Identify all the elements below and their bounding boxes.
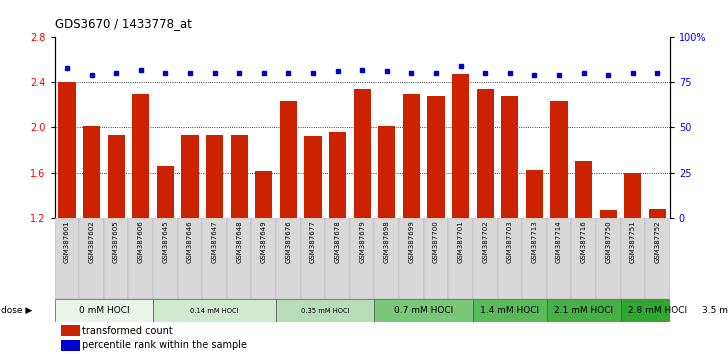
- Bar: [547, 218, 571, 299]
- Text: GSM387702: GSM387702: [482, 220, 488, 263]
- Bar: [181, 135, 199, 218]
- Text: GSM387647: GSM387647: [212, 220, 218, 263]
- Text: GSM387752: GSM387752: [654, 220, 660, 263]
- Bar: [301, 218, 325, 299]
- Bar: [304, 137, 322, 218]
- Bar: [202, 218, 227, 299]
- Text: 2.8 mM HOCl: 2.8 mM HOCl: [628, 306, 687, 315]
- Bar: [448, 218, 473, 299]
- Bar: [473, 299, 547, 322]
- Text: GSM387750: GSM387750: [605, 220, 612, 263]
- Bar: [571, 218, 596, 299]
- Bar: [251, 218, 276, 299]
- Bar: [108, 135, 124, 218]
- Bar: [620, 218, 645, 299]
- Bar: [378, 126, 395, 218]
- Bar: [624, 173, 641, 218]
- Bar: [128, 218, 153, 299]
- Bar: [55, 218, 79, 299]
- Text: GSM387676: GSM387676: [285, 220, 291, 263]
- Bar: [350, 218, 374, 299]
- Bar: [374, 218, 399, 299]
- Text: 0 mM HOCl: 0 mM HOCl: [79, 306, 129, 315]
- Text: GSM387602: GSM387602: [89, 220, 95, 263]
- Text: GSM387605: GSM387605: [113, 220, 119, 263]
- Bar: [153, 299, 276, 322]
- Bar: [547, 299, 620, 322]
- Text: GSM387700: GSM387700: [433, 220, 439, 263]
- Bar: [157, 166, 174, 218]
- Bar: [695, 299, 728, 322]
- Bar: [526, 170, 543, 218]
- Bar: [600, 210, 617, 218]
- Text: 0.35 mM HOCl: 0.35 mM HOCl: [301, 308, 349, 314]
- Text: GSM387679: GSM387679: [359, 220, 365, 263]
- Text: GSM387646: GSM387646: [187, 220, 193, 263]
- Text: GSM387698: GSM387698: [384, 220, 389, 263]
- Bar: [276, 218, 301, 299]
- Text: GSM387645: GSM387645: [162, 220, 168, 263]
- Text: GSM387703: GSM387703: [507, 220, 513, 263]
- Text: GSM387701: GSM387701: [458, 220, 464, 263]
- Text: 3.5 mM HOCl: 3.5 mM HOCl: [702, 306, 728, 315]
- Text: transformed count: transformed count: [82, 326, 173, 336]
- Text: GSM387606: GSM387606: [138, 220, 143, 263]
- Text: 0.7 mM HOCl: 0.7 mM HOCl: [394, 306, 454, 315]
- Bar: [104, 218, 128, 299]
- Bar: [231, 135, 248, 218]
- Bar: [79, 218, 104, 299]
- Bar: [596, 218, 620, 299]
- Bar: [178, 218, 202, 299]
- Text: 2.1 mM HOCl: 2.1 mM HOCl: [554, 306, 613, 315]
- Bar: [132, 93, 149, 218]
- Text: dose ▶: dose ▶: [1, 306, 32, 315]
- Text: GSM387649: GSM387649: [261, 220, 266, 263]
- Bar: [206, 135, 223, 218]
- Text: GSM387716: GSM387716: [581, 220, 587, 263]
- Text: GSM387699: GSM387699: [408, 220, 414, 263]
- Bar: [60, 340, 80, 351]
- Text: GSM387677: GSM387677: [310, 220, 316, 263]
- Bar: [522, 218, 547, 299]
- Bar: [329, 132, 347, 218]
- Text: GDS3670 / 1433778_at: GDS3670 / 1433778_at: [55, 17, 191, 30]
- Bar: [399, 218, 424, 299]
- Text: GSM387678: GSM387678: [335, 220, 341, 263]
- Bar: [645, 218, 670, 299]
- Bar: [276, 299, 374, 322]
- Text: GSM387601: GSM387601: [64, 220, 70, 263]
- Bar: [354, 89, 371, 218]
- Bar: [473, 218, 497, 299]
- Bar: [427, 96, 445, 218]
- Bar: [452, 74, 470, 218]
- Text: 0.14 mM HOCl: 0.14 mM HOCl: [190, 308, 239, 314]
- Text: GSM387648: GSM387648: [236, 220, 242, 263]
- Text: 1.4 mM HOCl: 1.4 mM HOCl: [480, 306, 539, 315]
- Bar: [620, 299, 695, 322]
- Bar: [374, 299, 473, 322]
- Bar: [153, 218, 178, 299]
- Text: GSM387714: GSM387714: [556, 220, 562, 263]
- Bar: [227, 218, 251, 299]
- Text: percentile rank within the sample: percentile rank within the sample: [82, 341, 248, 350]
- Bar: [497, 218, 522, 299]
- Bar: [501, 96, 518, 218]
- Bar: [477, 89, 494, 218]
- Bar: [58, 82, 76, 218]
- Bar: [649, 209, 666, 218]
- Bar: [424, 218, 448, 299]
- Bar: [325, 218, 350, 299]
- Bar: [403, 93, 420, 218]
- Bar: [280, 102, 297, 218]
- Bar: [550, 102, 568, 218]
- Text: GSM387713: GSM387713: [531, 220, 537, 263]
- Bar: [60, 325, 80, 336]
- Bar: [83, 126, 100, 218]
- Bar: [255, 171, 272, 218]
- Text: GSM387751: GSM387751: [630, 220, 636, 263]
- Bar: [55, 299, 153, 322]
- Bar: [575, 161, 593, 218]
